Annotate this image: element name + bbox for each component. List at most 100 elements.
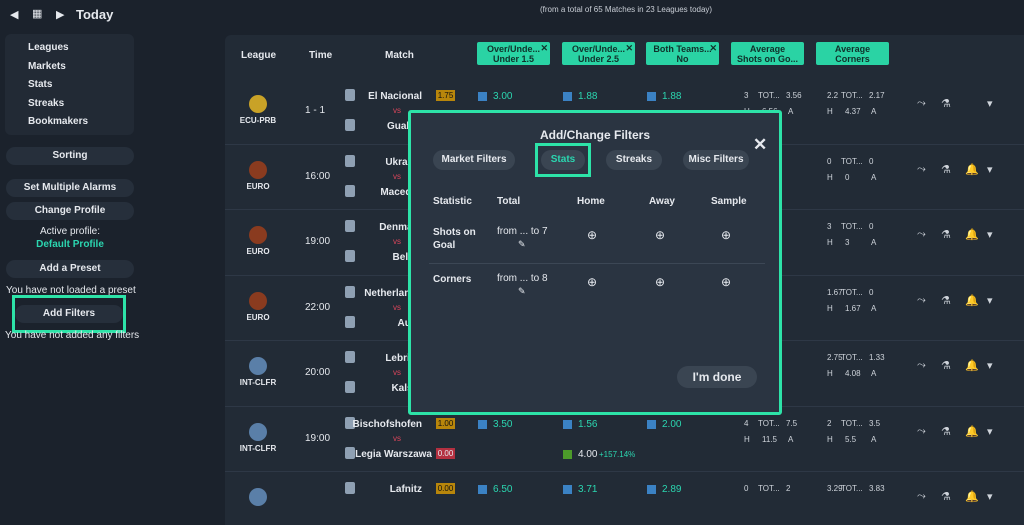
filter-tab[interactable]: Market Filters bbox=[433, 150, 515, 170]
filter-chip[interactable]: Over/Unde... Under 2.5 ✕ bbox=[562, 42, 635, 65]
stat-n: 0 bbox=[744, 484, 749, 493]
row-action[interactable]: ⚗ bbox=[941, 229, 951, 241]
row-action[interactable]: ⤳ bbox=[917, 424, 926, 437]
chip-line: No bbox=[676, 54, 689, 64]
stat-h-label: H bbox=[744, 434, 750, 444]
filter-chip[interactable]: Both Teams... No ✕ bbox=[646, 42, 719, 65]
home-team: Denmark bbox=[379, 222, 422, 233]
change-profile-button[interactable]: Change Profile bbox=[6, 202, 134, 220]
row-action[interactable]: 🔔 bbox=[965, 294, 979, 307]
add-icon[interactable]: ⊕ bbox=[721, 275, 732, 289]
row-action[interactable]: ⚗ bbox=[941, 425, 951, 438]
add-filters-button[interactable]: Add Filters bbox=[15, 305, 123, 323]
team-icon bbox=[345, 482, 355, 494]
stat-a-label: A bbox=[871, 369, 877, 378]
active-profile[interactable]: Default Profile bbox=[36, 239, 104, 250]
chip-close[interactable]: ✕ bbox=[709, 43, 717, 53]
bookmaker-icon bbox=[563, 92, 572, 101]
stat-n: 2.2 bbox=[827, 91, 839, 100]
chip-line: Corners bbox=[835, 54, 870, 64]
row-action[interactable]: ▾ bbox=[987, 360, 993, 372]
add-icon[interactable]: ⊕ bbox=[721, 228, 732, 242]
chip-close[interactable]: ✕ bbox=[540, 43, 548, 53]
column-header: Match bbox=[385, 50, 414, 61]
active-profile-label: Active profile: bbox=[39, 226, 101, 237]
add-icon[interactable]: ⊕ bbox=[655, 275, 666, 289]
match-time: 1 - 1 bbox=[305, 105, 326, 116]
row-action[interactable]: ⚗ bbox=[941, 360, 951, 372]
add-icon[interactable]: ⊕ bbox=[655, 228, 666, 242]
row-action[interactable]: 🔔 bbox=[965, 163, 979, 176]
stat-tot: 0 bbox=[869, 222, 874, 231]
row-action[interactable]: ⤳ bbox=[917, 293, 926, 306]
filters-modal: Add/Change Filters ✕ I'm done Market Fil… bbox=[408, 110, 782, 415]
done-button[interactable]: I'm done bbox=[677, 366, 757, 388]
row-action[interactable]: ⤳ bbox=[917, 490, 926, 502]
row-action[interactable]: ⚗ bbox=[941, 491, 951, 503]
row-action[interactable]: ⤳ bbox=[917, 97, 926, 109]
row-action[interactable]: ⚗ bbox=[941, 294, 951, 307]
row-action[interactable]: ▾ bbox=[987, 229, 993, 241]
chip-line: Average bbox=[834, 44, 871, 54]
team-icon bbox=[345, 416, 355, 429]
add-icon[interactable]: ⊕ bbox=[587, 275, 598, 289]
row-action[interactable]: ▾ bbox=[987, 491, 993, 503]
statistic-name: Corners bbox=[433, 274, 472, 285]
team-icon bbox=[345, 89, 355, 101]
league-code: EURO bbox=[246, 181, 270, 191]
row-action[interactable]: 🔔 bbox=[965, 425, 979, 438]
statistic-name: Shots on Goal bbox=[433, 227, 476, 251]
highlight bbox=[12, 295, 126, 333]
stat-tot: 0 bbox=[869, 156, 874, 166]
bookmaker-icon bbox=[563, 485, 572, 494]
row-action[interactable]: ⚗ bbox=[941, 98, 951, 110]
row-action[interactable]: ▾ bbox=[987, 425, 993, 438]
row-action[interactable]: 🔔 bbox=[965, 229, 979, 241]
menu-item[interactable]: Stats bbox=[28, 79, 53, 90]
calendar-icon[interactable]: ▦ bbox=[32, 8, 43, 20]
vs: vs bbox=[393, 302, 401, 312]
row-action[interactable]: 🔔 bbox=[965, 491, 979, 503]
chip-close[interactable]: ✕ bbox=[625, 43, 633, 53]
row-action[interactable]: ▾ bbox=[987, 163, 993, 176]
stat-a-label: A bbox=[788, 434, 794, 444]
row-action[interactable]: 🔔 bbox=[965, 360, 979, 372]
close-button[interactable]: ✕ bbox=[753, 135, 768, 154]
next-arrow[interactable]: ▶ bbox=[56, 9, 65, 21]
extra-odds: 4.00 bbox=[578, 448, 598, 460]
column-header: League bbox=[241, 50, 277, 61]
add-preset-button[interactable]: Add a Preset bbox=[6, 260, 134, 278]
row-action[interactable]: ⚗ bbox=[941, 163, 951, 176]
home-team: El Nacional bbox=[368, 91, 422, 102]
stat-tot-label: TOT... bbox=[841, 156, 863, 166]
edit-icon[interactable]: ✎ bbox=[518, 239, 526, 249]
summary: (from a total of 65 Matches in 23 League… bbox=[540, 5, 713, 14]
alarms-button[interactable]: Set Multiple Alarms bbox=[6, 179, 134, 197]
row-action[interactable]: ▾ bbox=[987, 294, 993, 307]
total-range: from ... to 7 bbox=[497, 226, 548, 237]
menu-item[interactable]: Leagues bbox=[28, 42, 69, 53]
filter-tab[interactable]: Streaks bbox=[606, 150, 662, 170]
menu-item[interactable]: Streaks bbox=[28, 97, 65, 109]
filter-tab[interactable]: Stats bbox=[541, 150, 585, 170]
odds-value: 2.89 bbox=[662, 484, 682, 495]
add-icon[interactable]: ⊕ bbox=[587, 228, 598, 242]
filter-chip[interactable]: Over/Unde... Under 1.5 ✕ bbox=[477, 42, 550, 65]
menu-item[interactable]: Markets bbox=[28, 60, 66, 72]
row-action[interactable]: ⤳ bbox=[917, 359, 926, 371]
row-action[interactable]: ⤳ bbox=[917, 162, 926, 175]
row-action[interactable]: ▾ bbox=[987, 98, 993, 110]
menu-panel: Leagues Markets Stats Streaks Bookmakers bbox=[5, 34, 134, 135]
menu-item[interactable]: Bookmakers bbox=[28, 116, 89, 127]
filter-tab[interactable]: Misc Filters bbox=[683, 150, 749, 170]
vs: vs bbox=[393, 433, 401, 443]
edit-icon[interactable]: ✎ bbox=[518, 286, 526, 296]
sorting-button[interactable]: Sorting bbox=[6, 147, 134, 165]
stat-h: 3 bbox=[845, 238, 850, 247]
filter-chip[interactable]: Average Shots on Go... bbox=[731, 42, 804, 65]
filter-chip[interactable]: Average Corners bbox=[816, 42, 889, 65]
stat-h: 4.37 bbox=[845, 107, 861, 116]
chip-line: Average bbox=[749, 44, 786, 54]
prev-arrow[interactable]: ◀ bbox=[10, 9, 19, 21]
row-action[interactable]: ⤳ bbox=[917, 228, 926, 240]
